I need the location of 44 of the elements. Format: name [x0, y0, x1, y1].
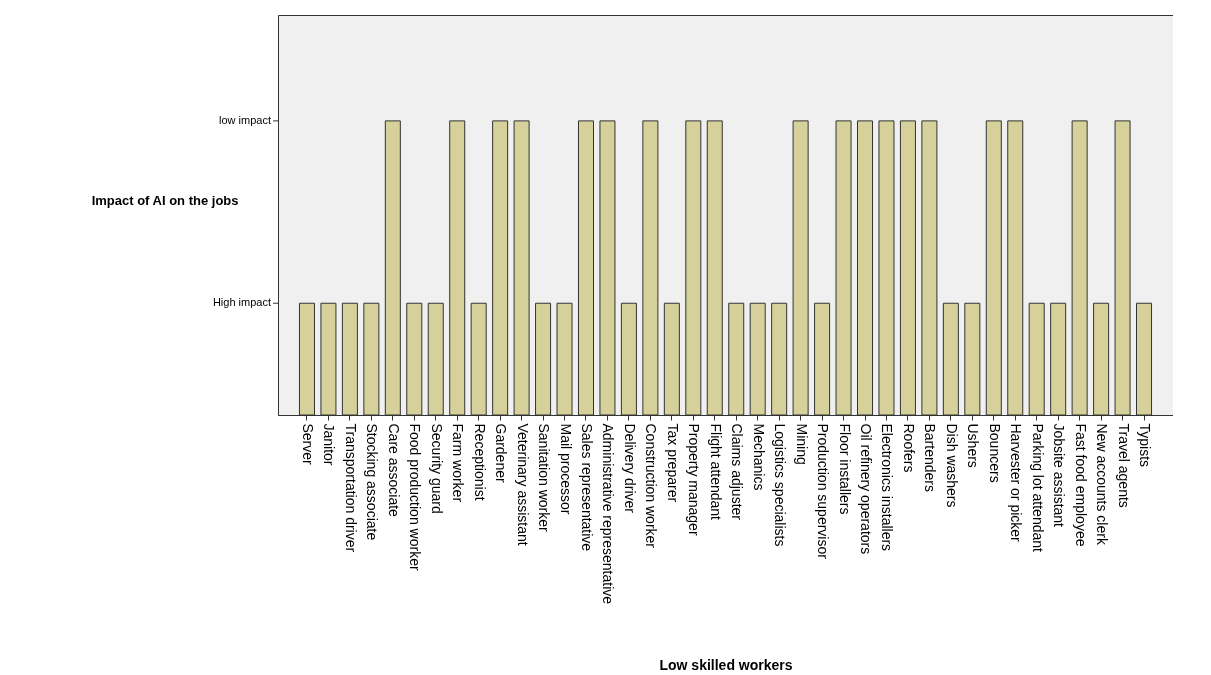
x-tick-label: Administrative representative	[600, 423, 617, 605]
text: low impact	[219, 113, 271, 126]
x-tick-label: Roofers	[900, 423, 917, 473]
x-tick-label: Sanitation worker	[536, 423, 553, 532]
x-tick-label: Property manager	[686, 423, 703, 536]
x-tick-label: Janitor	[321, 423, 338, 466]
x-tick-label: Ushers	[965, 423, 982, 468]
text: High impact	[212, 296, 271, 309]
x-tick-label: New accounts clerk	[1094, 423, 1111, 546]
x-tick-label: Bouncers	[986, 423, 1003, 483]
x-tick-label: Server	[299, 423, 316, 466]
x-tick-label: Gardener	[493, 423, 510, 483]
x-tick-label: Floor installers	[836, 423, 853, 515]
x-tick-label: Parking lot attendant	[1029, 423, 1046, 553]
x-tick-label: Food production worker	[407, 423, 424, 571]
x-tick-label: Flight attendant	[707, 423, 724, 521]
x-tick-label: Mechanics	[750, 423, 767, 491]
x-tick-label: Electronics installers	[879, 423, 896, 552]
x-tick-label: Typists	[1137, 423, 1154, 468]
x-tick-label: Bartenders	[922, 423, 939, 492]
x-tick-label: Tax preparer	[664, 423, 681, 503]
x-tick-label: Mining	[793, 423, 810, 465]
x-tick-label: Farm worker	[450, 423, 467, 503]
x-tick-label: Harvester or picker	[1008, 423, 1025, 543]
x-tick-label: Fast food employee	[1072, 423, 1089, 547]
x-tick-label: Sales representative	[578, 423, 595, 552]
x-tick-label: Veterinary assistant	[514, 423, 531, 546]
x-tick-label: Construction worker	[643, 423, 660, 549]
x-tick-label: Production supervisor	[815, 423, 832, 560]
x-tick-label: Security guard	[428, 423, 445, 514]
x-tick-label: Jobsite assistant	[1051, 423, 1068, 528]
x-tick-label: Delivery driver	[621, 423, 638, 514]
x-tick-label: Logistics specialists	[772, 423, 789, 547]
x-tick-label: Mail processor	[557, 423, 574, 515]
x-tick-label: Care associate	[385, 423, 402, 518]
x-tick-label: Stocking associate	[364, 423, 381, 541]
x-tick-label: Receptionist	[471, 423, 488, 501]
x-tick-label: Transportation driver	[342, 423, 359, 553]
x-tick-label: Claims adjuster	[729, 423, 746, 521]
x-tick-label: Travel agents	[1115, 423, 1132, 508]
x-axis-title: Low skilled workers	[659, 657, 793, 674]
x-tick-label: Oil refinery operators	[858, 423, 875, 555]
y-axis-title: Impact of AI on the jobs	[91, 192, 239, 208]
x-tick-label: Dish washers	[943, 423, 960, 508]
